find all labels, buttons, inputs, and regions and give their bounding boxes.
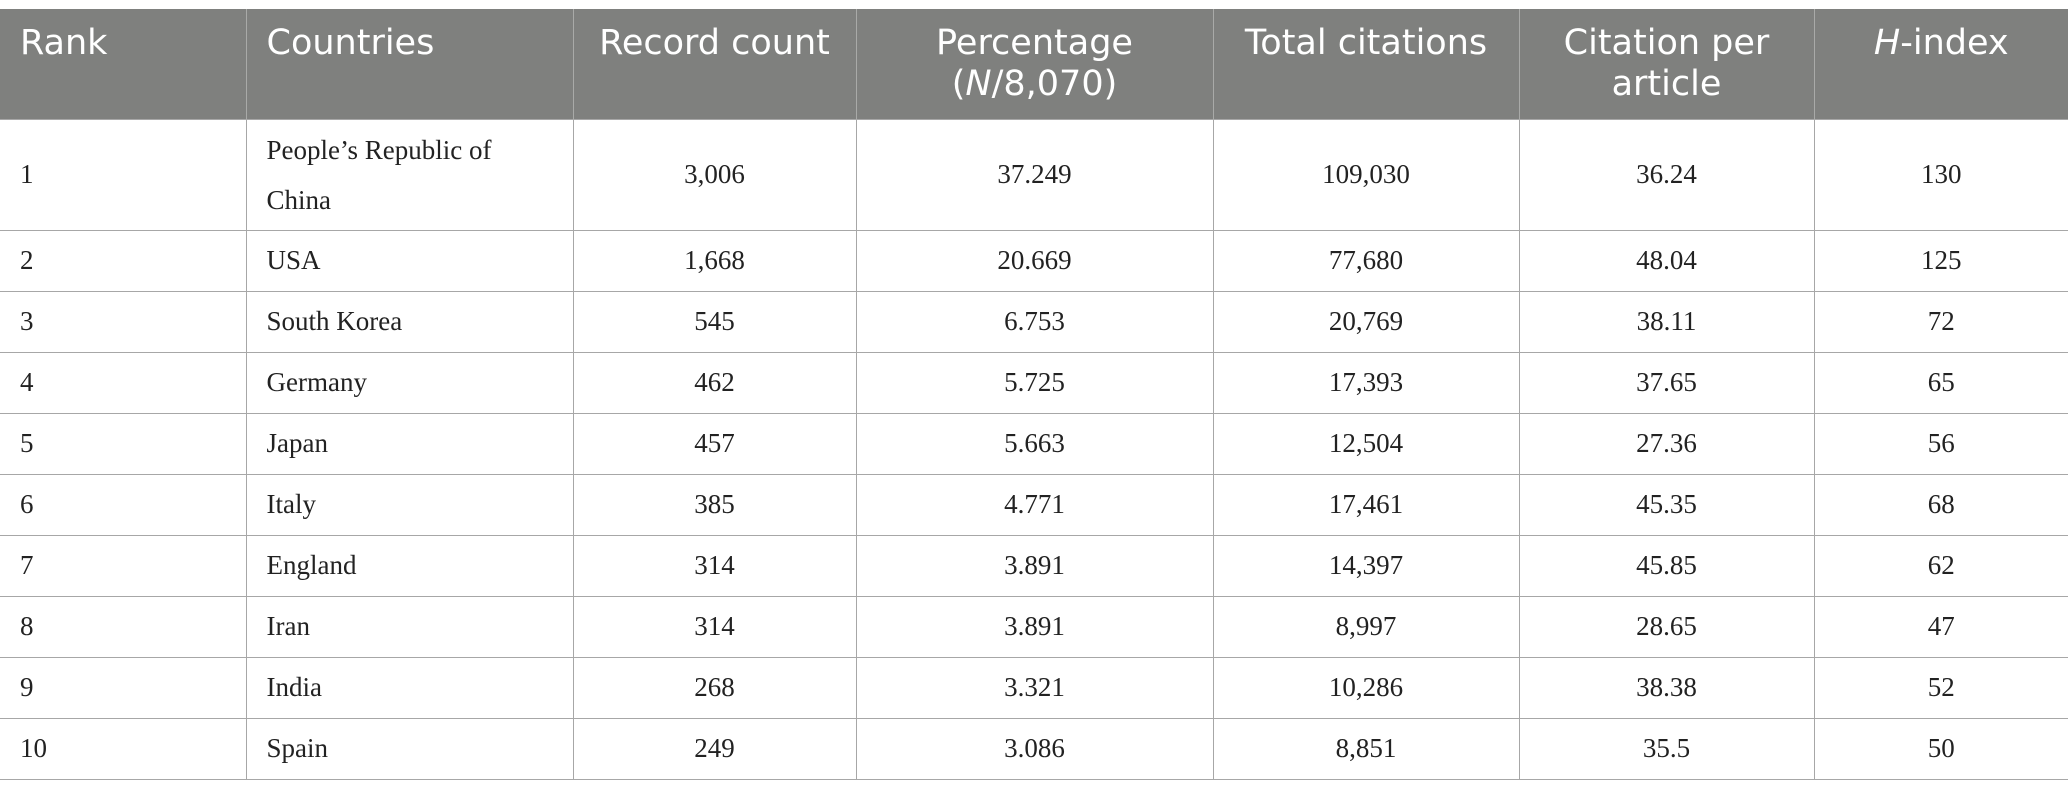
cell-total-citations: 17,393 <box>1212 351 1520 414</box>
cell-record-count: 314 <box>572 595 857 658</box>
cell-record-count: 268 <box>572 656 857 719</box>
cell-country: Iran <box>245 595 574 658</box>
cell-rank: 8 <box>0 595 247 658</box>
header-rank: Rank <box>20 23 108 63</box>
cell-h-index: 130 <box>1813 118 2068 231</box>
cell-country: People’s Republic of China <box>245 118 574 231</box>
cell-rank: 10 <box>0 717 247 780</box>
cell-record-count: 545 <box>572 290 857 353</box>
cell-record-count: 385 <box>572 473 857 536</box>
cell-percentage: 3.891 <box>855 534 1214 597</box>
table-row: 9 India 268 3.321 10,286 38.38 52 <box>0 656 2068 719</box>
cell-citation-per-article: 36.24 <box>1518 118 1815 231</box>
cell-rank: 5 <box>0 412 247 475</box>
cell-h-index: 65 <box>1813 351 2068 414</box>
cell-rank: 1 <box>0 118 247 231</box>
country-ranking-table-container: Rank Countries Record count Percentage (… <box>0 9 2068 780</box>
cell-percentage: 37.249 <box>855 118 1214 231</box>
cell-rank: 4 <box>0 351 247 414</box>
cell-total-citations: 10,286 <box>1212 656 1520 719</box>
cell-percentage: 3.891 <box>855 595 1214 658</box>
header-citation-per-article: Citation per article <box>1518 9 1814 119</box>
cell-h-index: 68 <box>1813 473 2068 536</box>
table-row: 4 Germany 462 5.725 17,393 37.65 65 <box>0 351 2068 414</box>
cell-country: Germany <box>245 351 574 414</box>
cell-percentage: 4.771 <box>855 473 1214 536</box>
cell-total-citations: 8,997 <box>1212 595 1520 658</box>
cell-percentage: 20.669 <box>855 229 1214 292</box>
header-citation-per-article-line1: Citation per <box>1563 23 1770 63</box>
header-countries: Countries <box>245 9 573 119</box>
cell-citation-per-article: 45.35 <box>1518 473 1815 536</box>
header-citation-per-article-line2: article <box>1611 64 1722 104</box>
cell-rank: 3 <box>0 290 247 353</box>
table-row: 6 Italy 385 4.771 17,461 45.35 68 <box>0 473 2068 536</box>
cell-total-citations: 77,680 <box>1212 229 1520 292</box>
cell-percentage: 5.663 <box>855 412 1214 475</box>
cell-record-count: 314 <box>572 534 857 597</box>
header-total-citations: Total citations <box>1212 9 1519 119</box>
cell-citation-per-article: 27.36 <box>1518 412 1815 475</box>
cell-h-index: 72 <box>1813 290 2068 353</box>
cell-country: England <box>245 534 574 597</box>
header-percentage-open: ( <box>951 64 966 104</box>
cell-h-index: 56 <box>1813 412 2068 475</box>
cell-rank: 7 <box>0 534 247 597</box>
header-percentage: Percentage (N/8,070) <box>855 9 1213 119</box>
cell-citation-per-article: 38.11 <box>1518 290 1815 353</box>
header-percentage-line1: Percentage <box>936 23 1133 63</box>
cell-total-citations: 14,397 <box>1212 534 1520 597</box>
cell-h-index: 52 <box>1813 656 2068 719</box>
header-h-index-rest: -index <box>1900 23 2009 63</box>
cell-country: Japan <box>245 412 574 475</box>
header-record-count: Record count <box>572 9 856 119</box>
cell-percentage: 3.321 <box>855 656 1214 719</box>
cell-country: USA <box>245 229 574 292</box>
cell-citation-per-article: 37.65 <box>1518 351 1815 414</box>
cell-citation-per-article: 35.5 <box>1518 717 1815 780</box>
country-ranking-table: Rank Countries Record count Percentage (… <box>0 9 2068 780</box>
cell-record-count: 457 <box>572 412 857 475</box>
cell-country: India <box>245 656 574 719</box>
cell-record-count: 462 <box>572 351 857 414</box>
cell-country: South Korea <box>245 290 574 353</box>
cell-h-index: 62 <box>1813 534 2068 597</box>
cell-citation-per-article: 48.04 <box>1518 229 1815 292</box>
table-row: 7 England 314 3.891 14,397 45.85 62 <box>0 534 2068 597</box>
cell-h-index: 50 <box>1813 717 2068 780</box>
cell-rank: 9 <box>0 656 247 719</box>
table-row: 10 Spain 249 3.086 8,851 35.5 50 <box>0 717 2068 780</box>
table-row: 8 Iran 314 3.891 8,997 28.65 47 <box>0 595 2068 658</box>
cell-h-index: 125 <box>1813 229 2068 292</box>
table-row: 1 People’s Republic of China 3,006 37.24… <box>0 118 2068 231</box>
cell-country: Italy <box>245 473 574 536</box>
cell-total-citations: 8,851 <box>1212 717 1520 780</box>
cell-percentage: 5.725 <box>855 351 1214 414</box>
cell-citation-per-article: 28.65 <box>1518 595 1815 658</box>
cell-percentage: 3.086 <box>855 717 1214 780</box>
header-percentage-n: N <box>965 64 992 104</box>
header-h-index-h: H <box>1873 23 1901 63</box>
cell-rank: 6 <box>0 473 247 536</box>
cell-record-count: 249 <box>572 717 857 780</box>
cell-total-citations: 20,769 <box>1212 290 1520 353</box>
cell-total-citations: 12,504 <box>1212 412 1520 475</box>
cell-percentage: 6.753 <box>855 290 1214 353</box>
cell-total-citations: 17,461 <box>1212 473 1520 536</box>
cell-total-citations: 109,030 <box>1212 118 1520 231</box>
header-h-index: H-index <box>1813 9 2068 119</box>
table-row: 3 South Korea 545 6.753 20,769 38.11 72 <box>0 290 2068 353</box>
cell-citation-per-article: 45.85 <box>1518 534 1815 597</box>
cell-rank: 2 <box>0 229 247 292</box>
table-header-row: Rank Countries Record count Percentage (… <box>0 9 2068 119</box>
table-row: 5 Japan 457 5.663 12,504 27.36 56 <box>0 412 2068 475</box>
table-row: 2 USA 1,668 20.669 77,680 48.04 125 <box>0 229 2068 292</box>
cell-citation-per-article: 38.38 <box>1518 656 1815 719</box>
cell-country: Spain <box>245 717 574 780</box>
header-percentage-rest: /8,070) <box>991 64 1118 104</box>
cell-record-count: 1,668 <box>572 229 857 292</box>
cell-record-count: 3,006 <box>572 118 857 231</box>
cell-h-index: 47 <box>1813 595 2068 658</box>
